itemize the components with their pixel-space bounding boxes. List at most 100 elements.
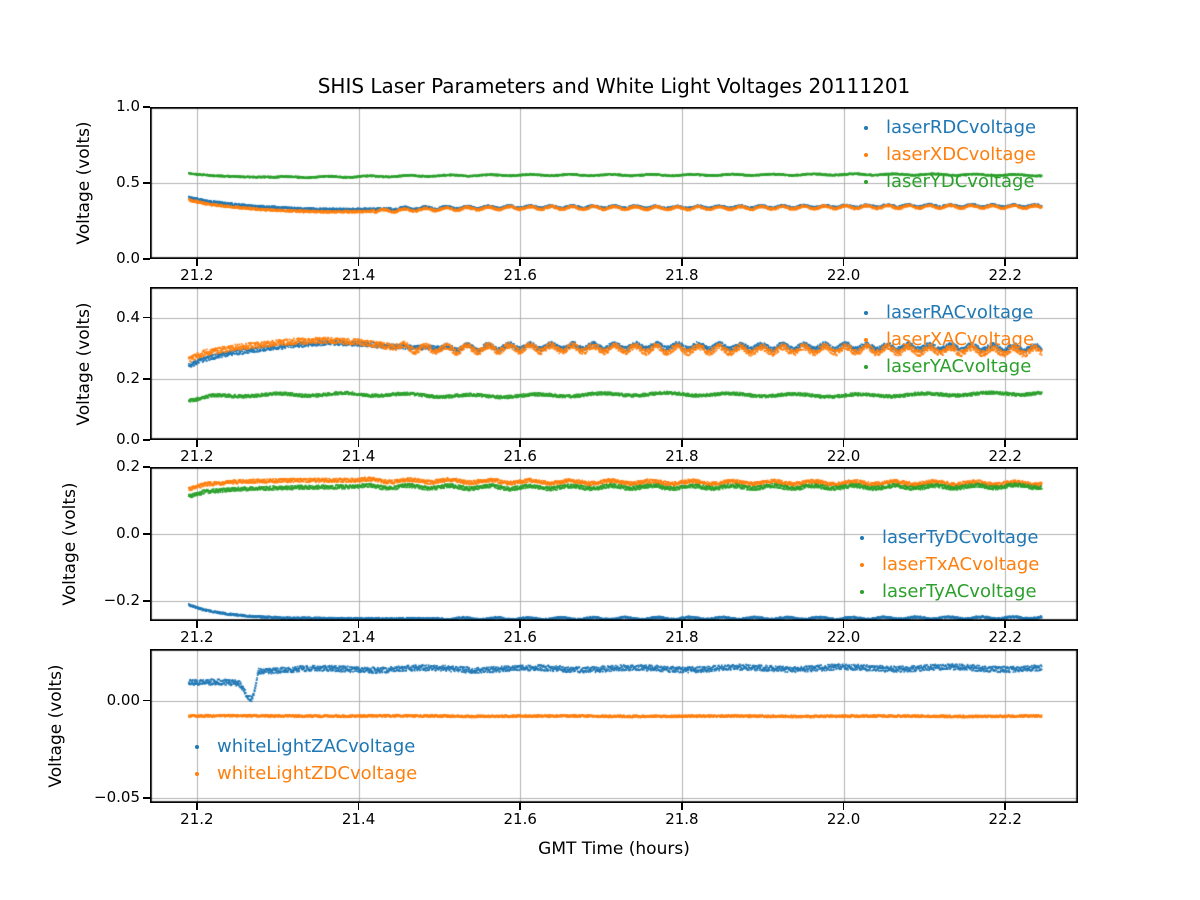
y-tick-label: 0.0 [116,523,140,542]
legend-entry: laserXACvoltage [856,326,1034,353]
legend-entry: laserRACvoltage [856,299,1034,326]
legend-marker-icon [864,310,868,315]
legend-marker-icon [860,562,864,567]
legend-entry: laserXDCvoltage [856,141,1036,168]
legend-label-laserYDCvoltage: laserYDCvoltage [886,171,1035,192]
legend-entry: laserTyDCvoltage [852,524,1039,551]
y-tick-mark [143,466,150,468]
subplot-3-y-axis-title: Voltage (volts) [60,482,80,606]
y-tick-mark [143,106,150,108]
x-tick-label: 22.0 [826,628,861,646]
y-tick-label: −0.2 [103,590,140,609]
legend-label-laserXDCvoltage: laserXDCvoltage [886,144,1036,165]
x-tick-mark [519,621,521,628]
y-tick-mark [143,439,150,441]
x-tick-mark [842,621,845,628]
legend-label-laserYACvoltage: laserYACvoltage [886,356,1032,377]
y-tick-label: 0.00 [106,690,140,709]
x-tick-mark [519,259,521,266]
x-tick-mark [842,440,845,447]
legend-marker-icon [860,535,864,540]
legend-entry: whiteLightZDCvoltage [187,760,417,787]
legend-marker-icon [864,125,868,130]
x-tick-label: 22.2 [988,266,1022,284]
legend-entry: laserTxACvoltage [852,551,1039,578]
legend-marker-icon [864,179,868,184]
legend-entry: laserRDCvoltage [856,114,1036,141]
legend-marker-icon [860,589,864,594]
x-tick-label: 21.2 [180,266,214,284]
legend-label-laserTyACvoltage: laserTyACvoltage [882,581,1037,602]
x-tick-mark [196,440,198,447]
y-tick-label: 0.2 [116,368,140,387]
y-tick-mark [143,258,150,260]
legend-label-whiteLightZDCvoltage: whiteLightZDCvoltage [217,763,418,784]
x-tick-label: 21.2 [180,447,214,465]
legend-entry: laserTyACvoltage [852,578,1039,605]
x-tick-mark [842,803,845,810]
x-tick-mark [1004,621,1006,628]
x-tick-mark [196,803,198,810]
legend-entry: laserYACvoltage [856,353,1034,380]
subplot-4-y-axis-title: Voltage (volts) [46,664,66,788]
x-tick-mark [357,621,360,628]
x-tick-mark [681,440,683,447]
x-tick-mark [681,259,683,266]
x-tick-label: 21.4 [341,447,376,465]
x-tick-mark [357,803,360,810]
y-tick-mark [143,533,150,535]
legend-label-whiteLightZACvoltage: whiteLightZACvoltage [217,736,416,757]
subplot-2-plot-area [150,287,1078,440]
y-tick-label: 0.4 [116,307,140,326]
subplot-3-plot-area [150,467,1078,621]
legend-marker-icon [864,337,868,342]
x-tick-label: 21.6 [503,266,537,284]
x-tick-label: 21.4 [341,628,376,646]
subplot-2-y-axis-title: Voltage (volts) [74,301,94,426]
x-tick-label: 21.2 [180,810,214,828]
figure-title: SHIS Laser Parameters and White Light Vo… [317,74,911,98]
y-tick-label: 0.0 [116,430,140,448]
x-tick-label: 21.4 [341,266,376,284]
legend-label-laserRDCvoltage: laserRDCvoltage [886,117,1037,138]
x-tick-label: 21.6 [503,628,537,646]
subplot-2-legend: laserRACvoltage laserXACvoltage laserYACvo… [856,299,1034,380]
legend-marker-icon [195,771,199,776]
legend-label-laserTxACvoltage: laserTxACvoltage [882,554,1040,575]
subplot-1-plot-area [150,107,1078,259]
x-tick-mark [357,259,360,266]
x-tick-mark [1004,803,1006,810]
y-tick-mark [143,316,150,319]
x-tick-mark [842,259,845,266]
y-tick-mark [143,699,150,702]
legend-marker-icon [864,364,868,369]
x-tick-mark [196,259,198,266]
x-tick-label: 22.0 [826,447,861,465]
legend-label-laserRACvoltage: laserRACvoltage [886,302,1034,323]
x-tick-label: 22.0 [826,266,861,284]
subplot-1-y-axis-title: Voltage (volts) [74,121,94,245]
x-tick-label: 22.2 [988,628,1022,646]
y-tick-mark [143,378,150,380]
y-tick-label: 0.5 [116,173,140,191]
legend-label-laserTyDCvoltage: laserTyDCvoltage [882,527,1039,548]
legend-marker-icon [864,152,868,157]
x-tick-mark [1004,259,1006,266]
x-tick-mark [357,440,360,447]
x-tick-label: 22.2 [988,810,1022,828]
x-tick-mark [681,621,683,628]
subplot-3-legend: laserTyDCvoltage laserTxACvoltage laserTyA… [852,524,1039,605]
y-tick-mark [143,600,150,602]
x-tick-label: 21.8 [665,810,699,828]
x-tick-label: 22.0 [826,810,861,828]
subplot-4-legend: whiteLightZACvoltage whiteLightZDCvoltage [187,733,417,787]
x-tick-label: 21.8 [665,266,699,284]
y-tick-label: 0.2 [116,457,140,475]
x-tick-mark [681,803,683,810]
y-tick-label: −0.05 [94,788,140,807]
legend-marker-icon [195,744,199,749]
x-tick-label: 21.6 [503,447,537,465]
x-tick-mark [1004,440,1006,447]
x-tick-mark [519,440,521,447]
x-tick-label: 21.6 [503,810,537,828]
